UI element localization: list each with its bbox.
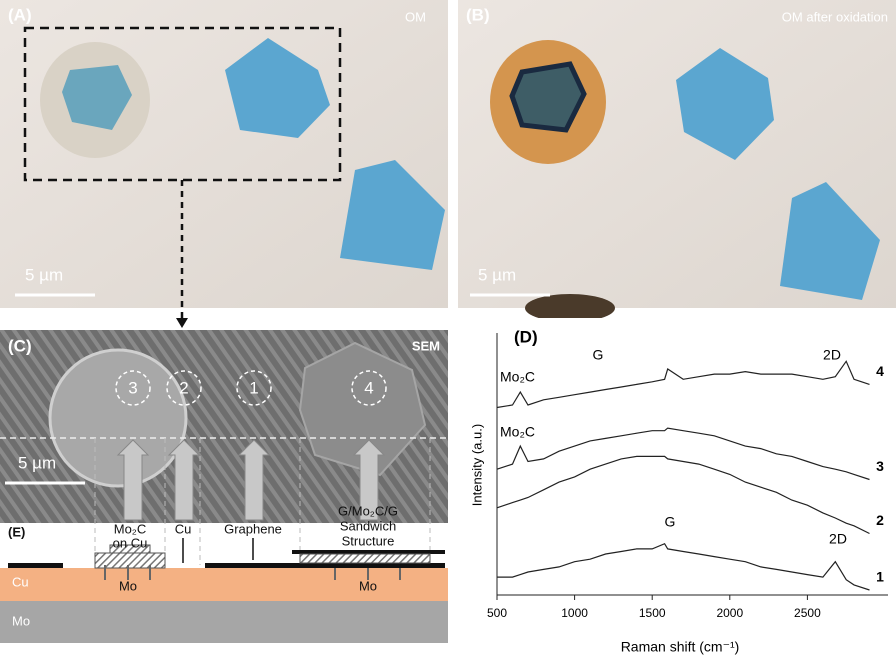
- annotation: Mo₂C: [500, 424, 535, 440]
- marker: 3: [128, 378, 137, 397]
- caption: SEM: [412, 338, 440, 353]
- x-tick-label: 1000: [561, 606, 588, 620]
- panel-label: (D): [514, 327, 538, 346]
- x-tick-label: 2500: [794, 606, 821, 620]
- graphene: [8, 563, 63, 568]
- scale-label: 5 µm: [18, 453, 56, 472]
- panel-d: (D) Intensity (a.u.) Raman shift (cm⁻¹) …: [458, 318, 896, 661]
- annotation: Mo₂C: [500, 369, 535, 385]
- annotation: 2D: [829, 531, 847, 547]
- panel-label: (A): [8, 5, 32, 24]
- annotation: G: [593, 347, 604, 363]
- graphene: [205, 563, 445, 568]
- column-label: G/Mo₂C/G: [338, 503, 398, 518]
- scale-label: 5 µm: [25, 265, 63, 284]
- layer-label: Cu: [12, 574, 29, 589]
- arrowhead: [176, 318, 188, 328]
- panel-b: (B) OM after oxidation 5 µm: [458, 0, 896, 322]
- x-tick-label: 500: [487, 606, 507, 620]
- cu-layer: [0, 568, 448, 601]
- diffusion-label: Mo: [119, 578, 137, 593]
- layer-label: Mo: [12, 613, 30, 628]
- panel-label: (E): [8, 524, 25, 539]
- column-label: on Cu: [113, 535, 148, 550]
- annotation: G: [665, 514, 676, 530]
- caption: OM: [405, 9, 426, 24]
- series-label: 3: [876, 458, 884, 474]
- graphene: [292, 550, 445, 554]
- panel-label: (B): [466, 5, 490, 24]
- figure: (A) OM 5 µm (B) OM after oxidation 5 µm …: [0, 0, 896, 661]
- panel-c: 3 2 1 4 (C) SEM 5 µm: [0, 330, 448, 523]
- x-tick-label: 1500: [639, 606, 666, 620]
- marker: 1: [249, 378, 258, 397]
- mo2c: [300, 554, 430, 563]
- series-label: 2: [876, 512, 884, 528]
- debris: [525, 294, 615, 322]
- annotation: 2D: [823, 347, 841, 363]
- series-label: 1: [876, 569, 884, 585]
- caption: OM after oxidation: [782, 9, 888, 24]
- scale-label: 5 µm: [478, 265, 516, 284]
- flake: [512, 64, 584, 130]
- column-label: Sandwich: [340, 518, 396, 533]
- column-label: Cu: [175, 521, 192, 536]
- panel-label: (C): [8, 336, 32, 355]
- column-label: Structure: [342, 533, 395, 548]
- mo-layer: [0, 601, 448, 643]
- column-label: Mo₂C: [114, 521, 147, 536]
- panel-a: (A) OM 5 µm: [0, 0, 448, 328]
- mo2c-region: [50, 350, 186, 486]
- y-axis-label: Intensity (a.u.): [469, 424, 484, 506]
- series-label: 4: [876, 363, 884, 379]
- x-tick-label: 2000: [716, 606, 743, 620]
- marker: 4: [364, 378, 373, 397]
- diffusion-label: Mo: [359, 578, 377, 593]
- x-axis-label: Raman shift (cm⁻¹): [621, 639, 740, 655]
- column-label: Graphene: [224, 521, 282, 536]
- marker: 2: [179, 378, 188, 397]
